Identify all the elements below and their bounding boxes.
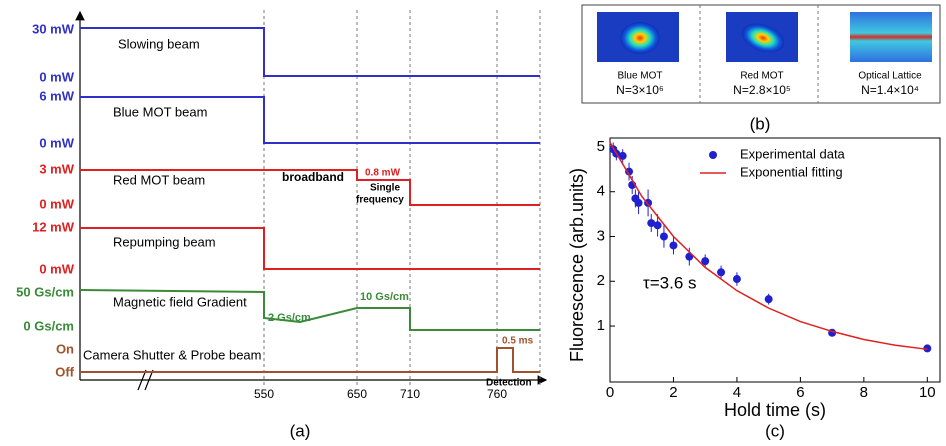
channel-name: Magnetic field Gradient xyxy=(113,294,247,309)
x-tick-label: 0 xyxy=(606,384,614,401)
image xyxy=(741,23,785,53)
annotation: 10 Gs/cm xyxy=(360,291,409,303)
image-label: Optical Lattice xyxy=(858,71,922,82)
x-tick-label: 8 xyxy=(860,384,868,401)
panel-label: (b) xyxy=(750,114,771,133)
channel-name: Red MOT beam xyxy=(113,172,205,187)
level-label: 0 mW xyxy=(39,196,74,211)
image-label: Red MOT xyxy=(740,71,783,82)
x-tick-label: 4 xyxy=(733,384,741,401)
level-label: 3 mW xyxy=(39,161,74,176)
level-label: 12 mW xyxy=(32,219,75,234)
annotation: 2 Gs/cm xyxy=(268,312,311,324)
time-tick-label: 650 xyxy=(347,387,367,401)
image-label: Blue MOT xyxy=(617,71,662,82)
trace xyxy=(80,347,540,373)
level-label: 0 Gs/cm xyxy=(23,318,74,333)
y-axis-label: Fluorescence (arb.units) xyxy=(567,168,587,362)
channel-name: Repumping beam xyxy=(113,234,216,249)
trace xyxy=(79,289,540,331)
x-axis-label: Hold time (s) xyxy=(724,400,826,420)
data-point xyxy=(717,268,726,277)
time-tick-label: 760 xyxy=(487,387,507,401)
panel-label: (a) xyxy=(290,421,311,440)
trace xyxy=(80,169,540,206)
y-tick-label: 4 xyxy=(597,183,605,200)
data-point xyxy=(923,344,932,353)
legend-marker xyxy=(709,151,717,159)
panel-label: (c) xyxy=(765,421,785,440)
fit-line xyxy=(609,142,928,351)
x-tick-label: 10 xyxy=(919,384,936,401)
y-tick-label: 1 xyxy=(597,317,605,334)
trace xyxy=(80,27,540,77)
trace xyxy=(80,227,540,270)
annotation: broadband xyxy=(282,170,344,184)
data-point xyxy=(764,295,773,304)
axis-break xyxy=(137,369,154,391)
channel-name: Camera Shutter & Probe beam xyxy=(83,347,261,362)
image-frame xyxy=(581,4,941,104)
data-point xyxy=(669,241,678,250)
y-tick-label: 5 xyxy=(597,138,605,155)
annotation: 0.8 mW xyxy=(365,168,401,179)
level-label: 0 mW xyxy=(39,69,74,84)
annotation: Single xyxy=(370,183,400,194)
plot-frame xyxy=(609,137,941,383)
channel-name: Slowing beam xyxy=(118,36,200,51)
data-point xyxy=(701,257,710,266)
data-point xyxy=(618,151,627,160)
data-point xyxy=(625,167,634,176)
legend-label: Exponential fitting xyxy=(740,164,843,179)
level-label: 50 Gs/cm xyxy=(16,284,74,299)
data-point xyxy=(634,198,643,207)
y-tick-label: 3 xyxy=(597,227,605,244)
data-point xyxy=(659,232,668,241)
data-point xyxy=(732,275,741,284)
trace xyxy=(80,96,540,144)
data-point xyxy=(653,221,662,230)
annotation: frequency xyxy=(356,195,404,206)
image-count: N=2.8×10⁵ xyxy=(733,83,791,97)
legend-label: Experimental data xyxy=(740,146,846,161)
annotation: τ=3.6 s xyxy=(643,273,697,292)
level-label: Off xyxy=(55,364,74,379)
annotation: 0.5 ms xyxy=(502,336,534,347)
annotation: Detection xyxy=(486,378,532,389)
image-count: N=3×10⁶ xyxy=(616,83,664,97)
x-tick-label: 2 xyxy=(669,384,677,401)
level-label: 0 mW xyxy=(39,261,74,276)
time-tick-label: 710 xyxy=(400,387,420,401)
time-tick-label: 550 xyxy=(254,387,274,401)
image xyxy=(620,22,660,54)
y-tick-label: 2 xyxy=(597,272,605,289)
level-label: On xyxy=(56,341,74,356)
image-count: N=1.4×10⁴ xyxy=(861,83,919,97)
level-label: 6 mW xyxy=(39,88,74,103)
channel-name: Blue MOT beam xyxy=(113,104,207,119)
image xyxy=(850,12,932,62)
x-tick-label: 6 xyxy=(796,384,804,401)
data-point xyxy=(647,219,656,228)
level-label: 30 mW xyxy=(32,21,75,36)
level-label: 0 mW xyxy=(39,135,74,150)
